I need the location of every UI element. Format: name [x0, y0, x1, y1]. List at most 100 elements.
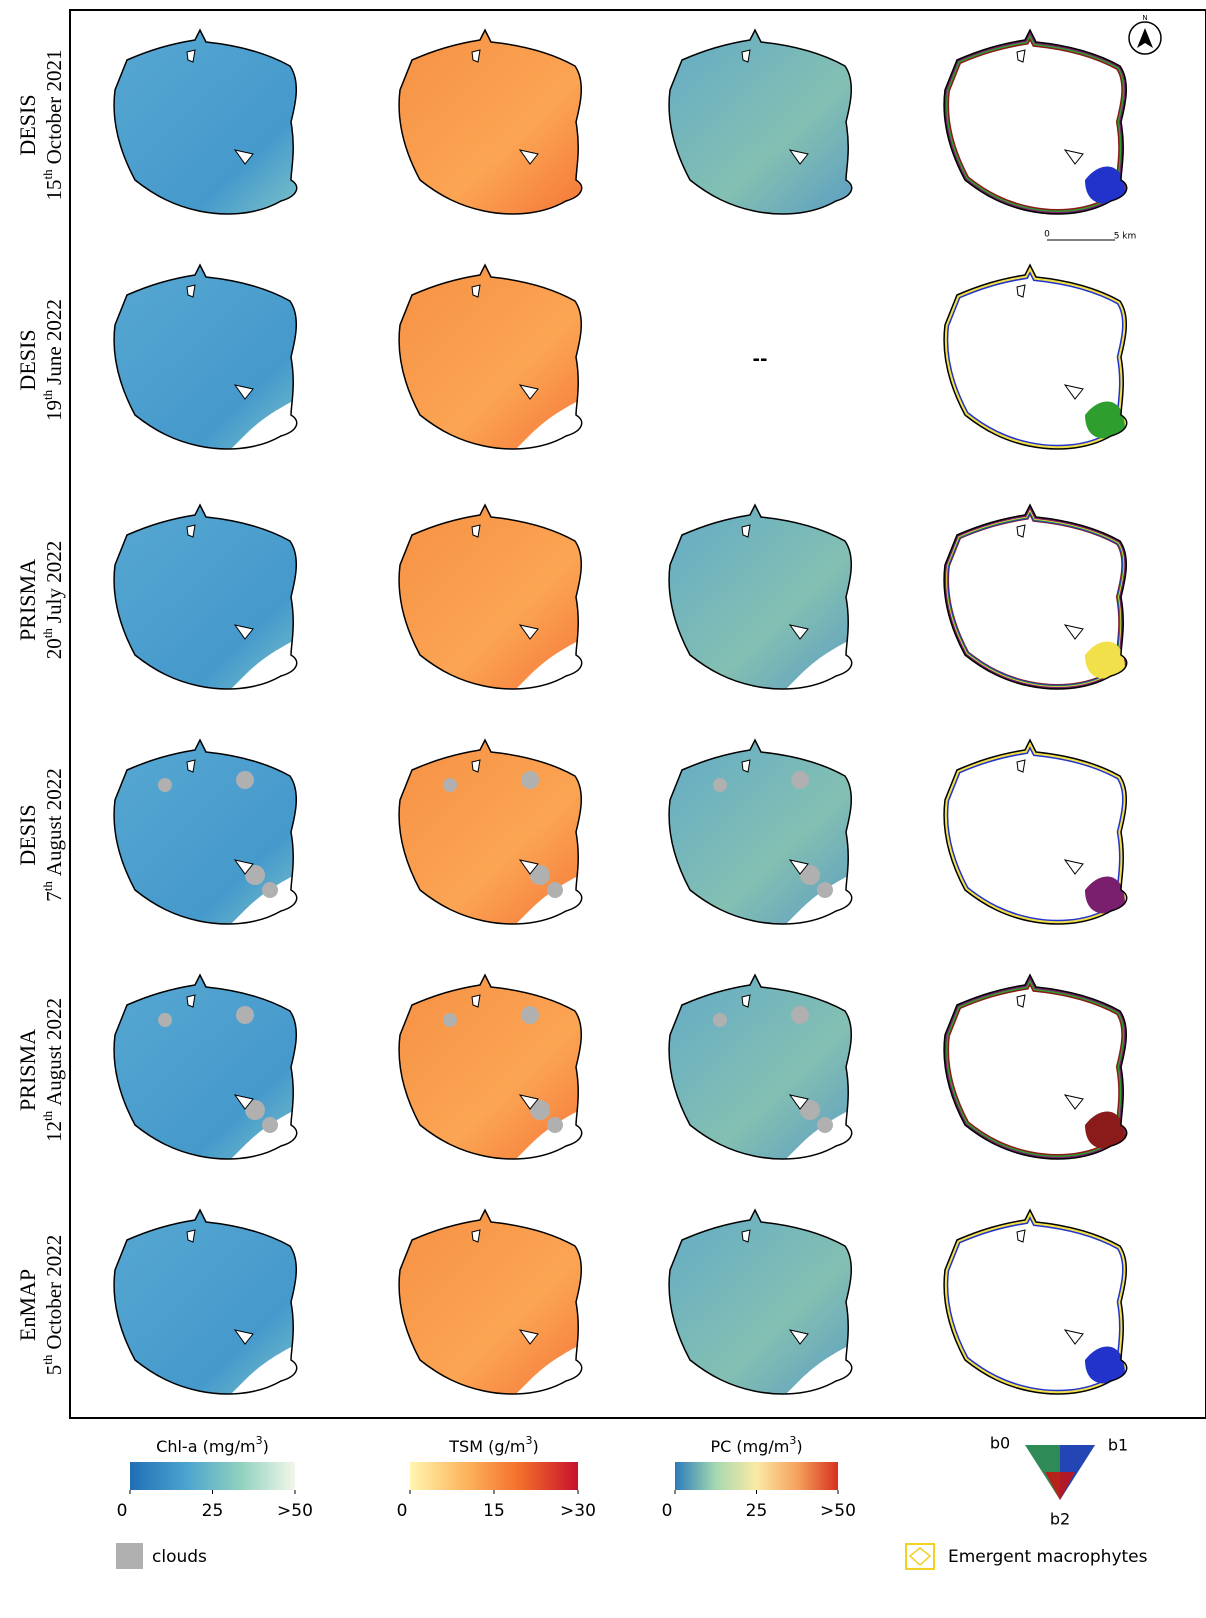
colorbar — [130, 1462, 295, 1490]
row-date: 20th July 2022 — [40, 541, 66, 659]
island — [186, 49, 196, 63]
lake-outline — [943, 1208, 1128, 1395]
emergent-swatch — [905, 1543, 935, 1570]
island — [233, 149, 254, 165]
date-suffix: th — [40, 1354, 55, 1365]
date-suffix: th — [40, 881, 55, 892]
island — [1063, 384, 1084, 400]
lake-outline — [398, 738, 583, 925]
island — [518, 1329, 539, 1345]
lake-outline — [113, 28, 298, 215]
island — [1016, 994, 1026, 1008]
colorbar-tick-label: 0 — [397, 1501, 408, 1521]
island — [471, 1229, 481, 1243]
colorbar — [410, 1462, 578, 1490]
lake-map — [113, 503, 298, 690]
cloud — [530, 1100, 550, 1120]
lake-outline — [113, 1208, 298, 1395]
island — [233, 859, 254, 875]
lake-map — [398, 503, 583, 690]
lake-map — [398, 973, 583, 1160]
date-day: 19 — [42, 400, 66, 421]
island — [741, 49, 751, 63]
island — [518, 859, 539, 875]
colorbar-tick-label: >30 — [560, 1501, 596, 1521]
cloud — [547, 1117, 563, 1133]
cloud — [158, 778, 172, 792]
color-triangle-part — [1045, 1472, 1075, 1500]
row-sensor: EnMAP — [15, 1269, 40, 1341]
lake-map — [943, 973, 1128, 1160]
island — [1063, 1329, 1084, 1345]
lake-map — [668, 28, 853, 215]
island — [471, 284, 481, 298]
lake-map — [943, 263, 1128, 450]
emergent-swatch-mark — [908, 1547, 932, 1567]
band-label: b0 — [990, 1434, 1010, 1453]
lake-map — [668, 1208, 853, 1395]
island — [1063, 1094, 1084, 1110]
water-raster — [669, 30, 852, 214]
lake-outline — [943, 973, 1128, 1160]
island — [741, 1229, 751, 1243]
lake-outline — [668, 1208, 853, 1395]
island — [788, 859, 809, 875]
colorbar-tick-label: 15 — [483, 1501, 505, 1521]
macrophyte-patch — [1085, 401, 1125, 439]
date-rest: October 2022 — [42, 1235, 66, 1350]
island — [788, 1094, 809, 1110]
lake-map — [943, 28, 1128, 215]
color-triangle-part — [1060, 1445, 1095, 1500]
date-day: 12 — [42, 1121, 66, 1142]
island — [471, 759, 481, 773]
colorbar-tick-label: >50 — [277, 1501, 313, 1521]
cloud — [713, 1013, 727, 1027]
lake-outline — [113, 503, 298, 690]
island — [741, 759, 751, 773]
island — [186, 284, 196, 298]
lake-outline — [398, 973, 583, 1160]
island — [1063, 859, 1084, 875]
colorbar-tick-label: 0 — [117, 1501, 128, 1521]
island — [471, 994, 481, 1008]
lake-map — [113, 738, 298, 925]
cloud — [530, 865, 550, 885]
lake-map — [398, 28, 583, 215]
colorbar-tick-label: 25 — [746, 1501, 768, 1521]
cloud — [443, 1013, 457, 1027]
colorbar-tick-label: >50 — [820, 1501, 856, 1521]
interior — [966, 59, 1109, 187]
date-suffix: th — [40, 1110, 55, 1121]
cloud — [713, 778, 727, 792]
cloud — [262, 882, 278, 898]
island — [788, 1329, 809, 1345]
macrophyte-patch — [1085, 876, 1125, 914]
macrophyte-patch — [1085, 1346, 1125, 1384]
row-sensor: DESIS — [15, 329, 40, 390]
cloud — [245, 1100, 265, 1120]
legend-title: Chl-a (mg/m3) — [156, 1434, 269, 1456]
date-day: 5 — [42, 1365, 66, 1376]
cloud — [521, 1006, 539, 1024]
colorbar — [675, 1462, 838, 1490]
date-day: 7 — [42, 891, 66, 902]
lake-map — [943, 1208, 1128, 1395]
lake-map — [398, 738, 583, 925]
island — [1016, 524, 1026, 538]
lake-outline — [943, 503, 1128, 690]
lake-map — [113, 263, 298, 450]
island — [186, 1229, 196, 1243]
cloud — [791, 1006, 809, 1024]
cloud — [800, 1100, 820, 1120]
missing-panel: -- — [753, 349, 768, 370]
lake-outline — [668, 28, 853, 215]
water-raster — [114, 30, 297, 214]
island — [788, 149, 809, 165]
row-sensor: PRISMA — [15, 1029, 40, 1111]
clouds-label: clouds — [152, 1547, 207, 1567]
island — [233, 1329, 254, 1345]
island — [518, 624, 539, 640]
water-raster — [399, 30, 582, 214]
island — [1016, 49, 1026, 63]
